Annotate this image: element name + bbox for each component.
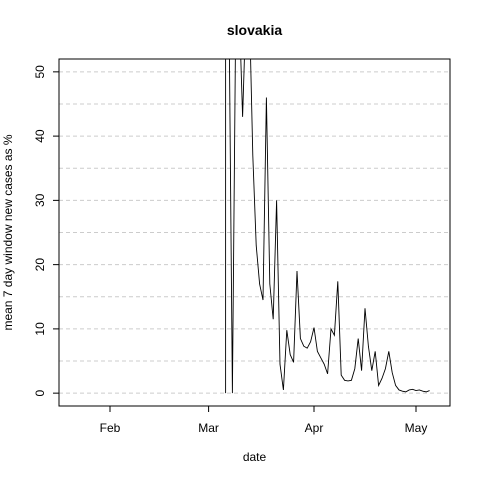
x-axis: Feb Mar Apr May — [100, 406, 428, 435]
x-tick-label: Feb — [100, 421, 121, 435]
series-line-group — [225, 59, 430, 394]
chart-title: slovakia — [227, 22, 282, 38]
grid — [59, 71, 450, 394]
x-tick-label: May — [405, 421, 428, 435]
y-tick-label: 20 — [33, 258, 47, 272]
y-tick-label: 0 — [33, 389, 47, 396]
x-axis-label: date — [243, 450, 267, 464]
x-tick-label: Mar — [198, 421, 219, 435]
y-tick-label: 10 — [33, 322, 47, 336]
y-tick-label: 50 — [33, 65, 47, 79]
y-tick-label: 30 — [33, 193, 47, 207]
y-axis-label: mean 7 day window new cases as % — [1, 134, 15, 330]
plot-frame — [58, 58, 451, 407]
y-axis: 0 10 20 30 40 50 — [33, 65, 59, 396]
series-line — [225, 59, 430, 394]
y-tick-label: 40 — [33, 129, 47, 143]
x-tick-label: Apr — [305, 421, 324, 435]
